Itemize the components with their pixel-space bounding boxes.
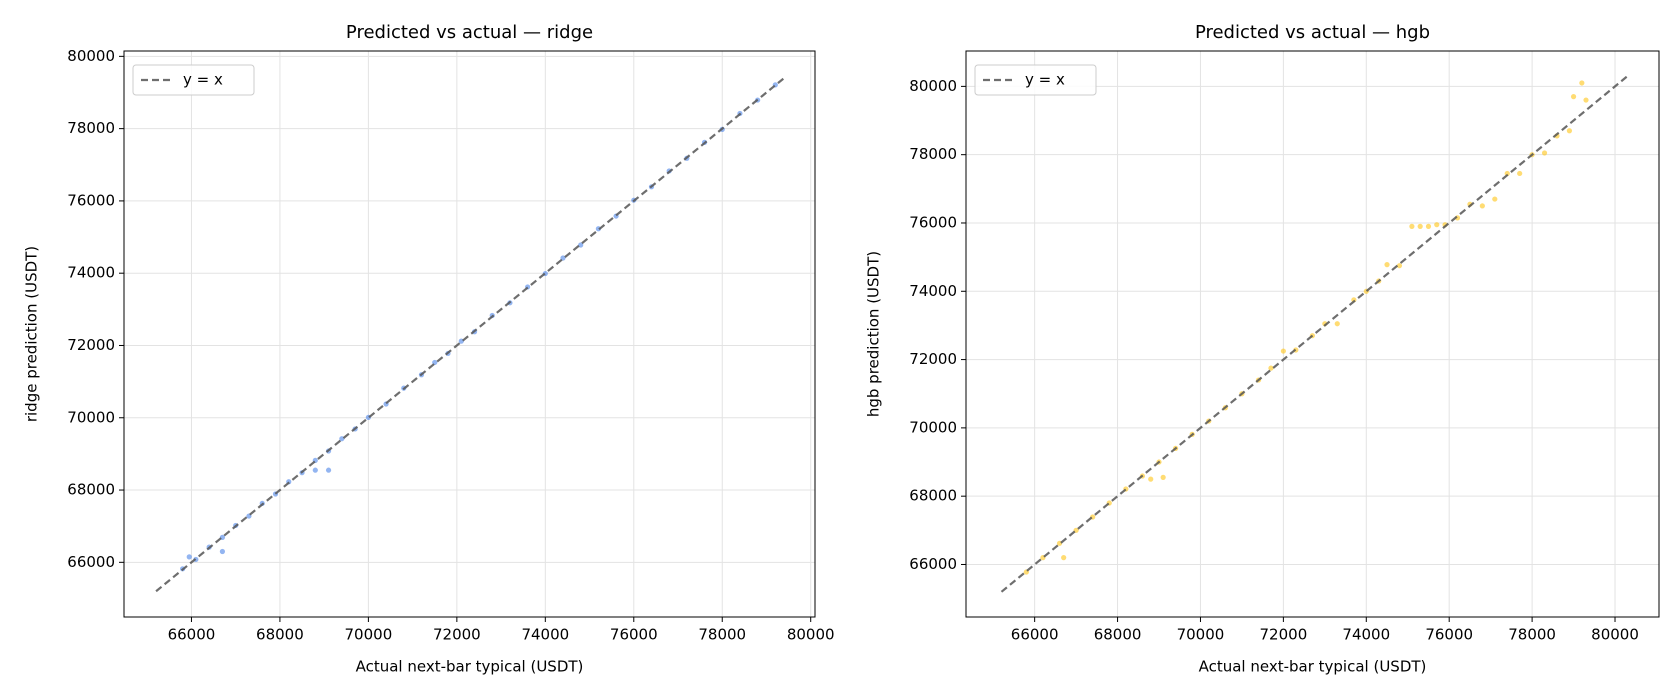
x-tick-label: 80000 [1591,626,1639,644]
scatter-point [1566,128,1573,134]
scatter-point [1148,476,1154,482]
reference-line [155,77,785,593]
scatter-point [1160,474,1166,480]
legend-label: y = x [1025,71,1065,89]
x-tick-label: 70000 [345,626,393,644]
y-tick-label: 74000 [67,264,115,282]
x-tick-label: 68000 [1094,626,1142,644]
scatter-point [1425,223,1432,229]
axes-frame [123,50,816,618]
x-tick-label: 72000 [1260,626,1308,644]
x-axis-label: Actual next-bar typical (USDT) [1199,658,1427,676]
scatter-point [1517,170,1523,177]
y-axis-label: hgb prediction (USDT) [865,251,883,417]
x-tick-label: 76000 [610,626,658,644]
scatter-point [578,242,584,248]
y-tick-label: 80000 [67,47,115,65]
y-tick-label: 78000 [67,119,115,137]
x-tick-label: 66000 [168,626,216,644]
chart-title: Predicted vs actual — ridge [346,22,593,43]
legend-box [974,64,1097,96]
legend-box [132,64,255,96]
scatter-point [560,255,566,261]
y-tick-label: 66000 [909,555,957,573]
x-tick-label: 80000 [787,626,835,644]
x-tick-label: 66000 [1011,626,1059,644]
scatter-point [1583,97,1589,103]
scatter-point [1434,222,1440,228]
x-tick-label: 76000 [1425,626,1473,644]
y-tick-label: 68000 [909,487,957,505]
scatter-point [1268,365,1274,371]
scatter-point [1570,94,1577,100]
y-tick-label: 66000 [67,553,115,571]
y-tick-label: 74000 [909,282,957,300]
scatter-point [1579,80,1585,86]
x-tick-label: 70000 [1177,626,1225,644]
x-tick-label: 68000 [256,626,304,644]
y-tick-label: 70000 [67,408,115,426]
y-tick-label: 70000 [909,418,957,436]
scatter-point [1492,196,1498,202]
scatter-point [1396,263,1403,269]
scatter-point [219,548,226,555]
x-tick-label: 72000 [433,626,481,644]
scatter-point [186,554,192,560]
y-tick-label: 68000 [67,481,115,499]
scatter-point [1384,262,1390,268]
chart-panel: 66000 68000 70000 72000 74000 76000 78000 80000… [23,22,835,676]
reference-line [1000,75,1629,593]
x-tick-label: 74000 [521,626,569,644]
y-tick-label: 76000 [909,213,957,231]
chart-title: Predicted vs actual — hgb [1195,22,1430,43]
x-tick-label: 78000 [698,626,746,644]
scatter-point [1061,555,1067,561]
y-tick-label: 72000 [909,350,957,368]
legend-label: y = x [183,71,223,89]
y-tick-label: 76000 [67,191,115,209]
y-axis-label: ridge prediction (USDT) [23,246,41,422]
y-tick-label: 72000 [67,336,115,354]
y-tick-label: 80000 [909,77,957,95]
scatter-point [1479,203,1485,209]
scatter-point [1417,223,1423,229]
axes-frame [965,50,1660,618]
scatter-point [1334,321,1340,327]
x-tick-label: 78000 [1508,626,1556,644]
scatter-point [1280,348,1286,354]
scatter-point [325,467,332,473]
y-tick-label: 78000 [909,145,957,163]
scatter-point [1504,170,1510,177]
chart-panel: 66000 68000 70000 72000 74000 76000 78000 80000… [865,22,1660,676]
x-axis-label: Actual next-bar typical (USDT) [356,658,584,676]
scatter-point [312,467,318,473]
scatter-point [1409,223,1415,229]
scatter-point [1541,150,1548,156]
x-tick-label: 74000 [1342,626,1390,644]
